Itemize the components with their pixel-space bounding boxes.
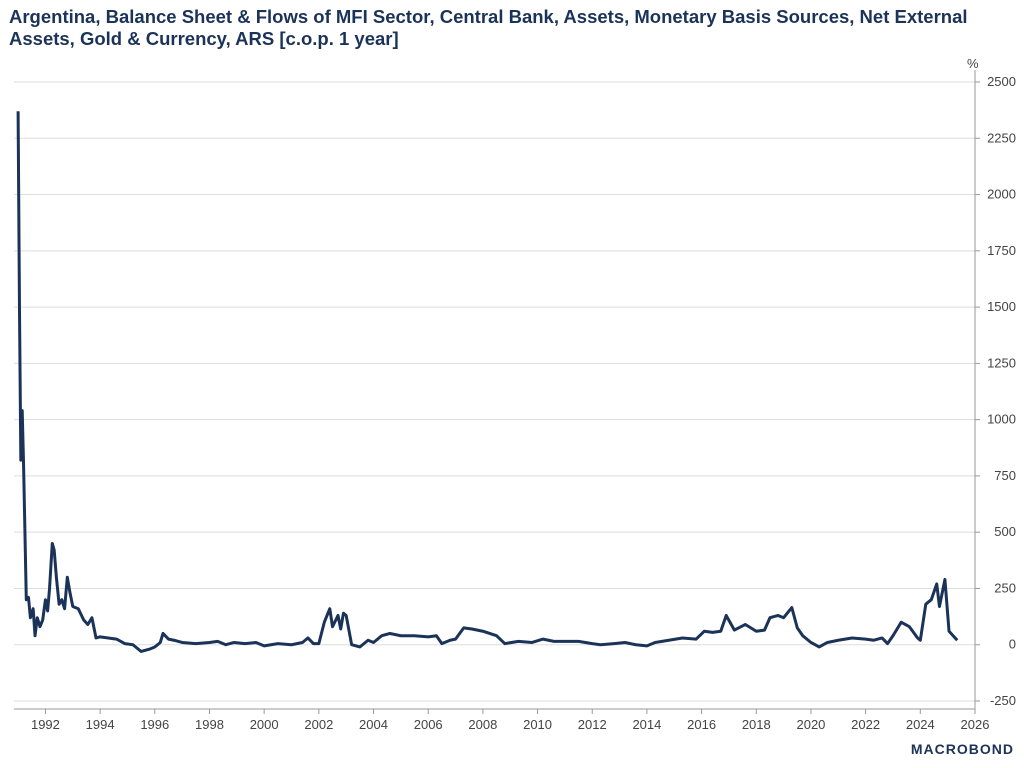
- y-tick-label: 1750: [987, 243, 1016, 258]
- x-tick-label: 2018: [742, 717, 771, 732]
- y-tick-label: 1250: [987, 355, 1016, 370]
- x-tick-label: 2000: [250, 717, 279, 732]
- x-tick-label: 2022: [851, 717, 880, 732]
- x-tick-label: 2020: [796, 717, 825, 732]
- y-tick-label: 2500: [987, 74, 1016, 89]
- y-tick-label: 0: [1009, 637, 1016, 652]
- chart-title: Argentina, Balance Sheet & Flows of MFI …: [9, 6, 968, 49]
- x-tick-label: 2024: [906, 717, 935, 732]
- x-tick-label: 1994: [86, 717, 115, 732]
- y-tick-label: 1500: [987, 299, 1016, 314]
- x-tick-label: 1992: [31, 717, 60, 732]
- x-tick-label: 1996: [140, 717, 169, 732]
- x-tick-label: 2016: [687, 717, 716, 732]
- y-tick-label: 250: [994, 580, 1016, 595]
- x-tick-label: 2002: [304, 717, 333, 732]
- y-tick-label: 2000: [987, 187, 1016, 202]
- source-brand: MACROBOND: [911, 741, 1014, 757]
- y-tick-label: 750: [994, 468, 1016, 483]
- x-tick-label: 2012: [578, 717, 607, 732]
- x-tick-label: 2010: [523, 717, 552, 732]
- y-tick-label: 2250: [987, 130, 1016, 145]
- line-series: [16, 111, 959, 653]
- y-tick-label: 500: [994, 524, 1016, 539]
- y-tick-label: 1000: [987, 412, 1016, 427]
- x-tick-label: 2014: [632, 717, 661, 732]
- x-tick-label: 2026: [961, 717, 990, 732]
- x-tick-label: 2008: [468, 717, 497, 732]
- y-unit: %: [967, 56, 979, 71]
- y-tick-label: -250: [990, 693, 1016, 708]
- x-tick-label: 2006: [414, 717, 443, 732]
- x-tick-label: 1998: [195, 717, 224, 732]
- x-tick-label: 2004: [359, 717, 388, 732]
